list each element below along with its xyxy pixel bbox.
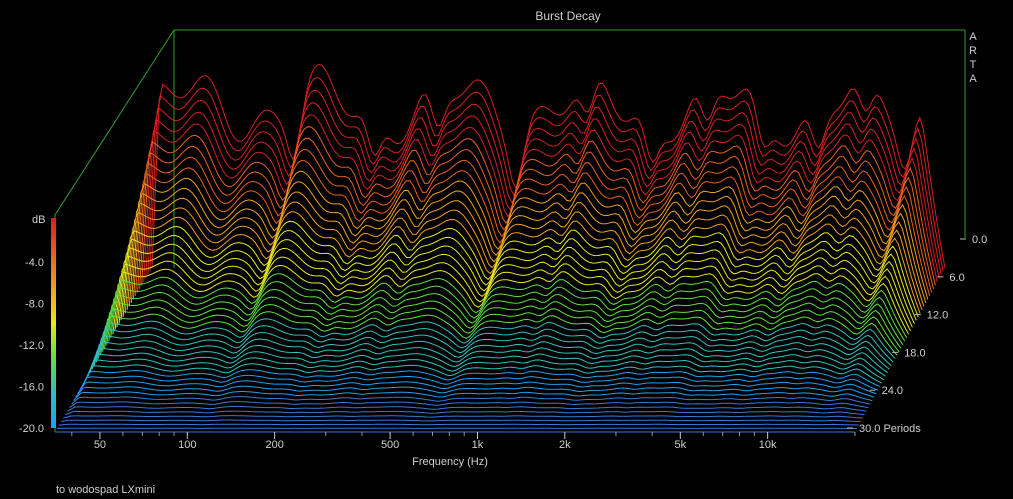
decay-slice [141, 126, 936, 286]
decay-slice [91, 338, 890, 370]
plot-frame [54, 29, 966, 432]
decay-slice [87, 351, 886, 377]
z-axis-ticks: -4.0 -8.0 -12.0 -16.0 -20.0 [19, 257, 44, 435]
x-tick-label: 50 [94, 439, 106, 451]
decay-slice [104, 296, 902, 349]
decay-slice [135, 159, 931, 297]
z-tick-label: -12.0 [19, 340, 44, 352]
decay-slice [110, 273, 908, 339]
chart-title: Burst Decay [535, 9, 600, 23]
colorbar-gradient [51, 218, 56, 428]
decay-slice [137, 148, 933, 293]
decay-slice [151, 63, 946, 269]
decay-slice [65, 410, 865, 416]
brand-letter: A [969, 31, 977, 43]
decay-slice [122, 220, 919, 318]
decay-slice [83, 363, 883, 384]
footer-note: to wodospad LXmini [56, 484, 155, 496]
decay-slice [106, 288, 904, 346]
decay-slice [128, 191, 925, 307]
z-axis-label: dB [32, 214, 45, 226]
decay-slice [102, 304, 900, 353]
decay-slice [118, 239, 915, 325]
decay-slice [99, 311, 898, 356]
decay-slice [147, 89, 942, 276]
brand-letter: T [970, 59, 977, 71]
decay-slice [79, 374, 879, 391]
x-tick-label: 1k [472, 439, 484, 451]
color-scale-bar [51, 218, 56, 428]
decay-slice [116, 247, 913, 328]
brand-letter: R [969, 45, 977, 57]
decay-slice [139, 137, 934, 290]
x-tick-label: 100 [178, 439, 196, 451]
decay-slice [132, 170, 929, 300]
decay-slice [112, 264, 910, 335]
x-tick-label: 2k [559, 439, 571, 451]
x-axis-label: Frequency (Hz) [412, 456, 488, 468]
x-tick-label: 200 [265, 439, 283, 451]
frame-diagonal [54, 29, 175, 216]
time-tick-label: 30.0 Periods [859, 423, 921, 435]
decay-slice [97, 318, 896, 360]
decay-slice [61, 419, 861, 422]
z-tick-label: -16.0 [19, 382, 44, 394]
decay-slice [81, 369, 881, 388]
time-axis-ticks: 0.0 6.0 12.0 18.0 24.0 30.0 Periods [847, 234, 987, 435]
x-tick-label: 10k [759, 439, 777, 451]
brand-letter: A [969, 73, 977, 85]
decay-slice [143, 114, 938, 283]
decay-slice [124, 211, 921, 314]
decay-slice [130, 181, 927, 304]
decay-slice [67, 405, 867, 412]
x-tick-label: 5k [674, 439, 686, 451]
decay-slice [59, 423, 859, 426]
time-tick-label: 6.0 [949, 272, 964, 284]
decay-slice [126, 201, 923, 311]
decay-slice [63, 415, 863, 419]
decay-slice [95, 325, 894, 363]
decay-slice [114, 256, 911, 332]
time-tick-label: 24.0 [882, 385, 903, 397]
z-tick-label: -8.0 [25, 299, 44, 311]
time-tick-label: 12.0 [927, 310, 948, 322]
decay-slice [71, 396, 871, 405]
decay-slice [145, 102, 940, 279]
x-tick-label: 500 [381, 439, 399, 451]
z-tick-label: -4.0 [25, 257, 44, 269]
frequency-axis-ticks: 50 100 200 500 1k 2k 5k 10k [71, 432, 856, 451]
decay-slice [69, 401, 869, 409]
decay-slice [93, 332, 892, 367]
time-tick-label: 0.0 [972, 234, 987, 246]
decay-slice [73, 391, 873, 402]
decay-slice [75, 385, 875, 398]
decay-slice [120, 230, 917, 321]
decay-surface [55, 63, 946, 433]
decay-slice [85, 357, 884, 381]
decay-slice [77, 380, 877, 395]
time-tick-label: 18.0 [904, 347, 925, 359]
decay-slice [149, 77, 944, 272]
decay-slice [108, 281, 906, 342]
z-tick-label: -20.0 [19, 423, 44, 435]
decay-slice [89, 344, 888, 374]
